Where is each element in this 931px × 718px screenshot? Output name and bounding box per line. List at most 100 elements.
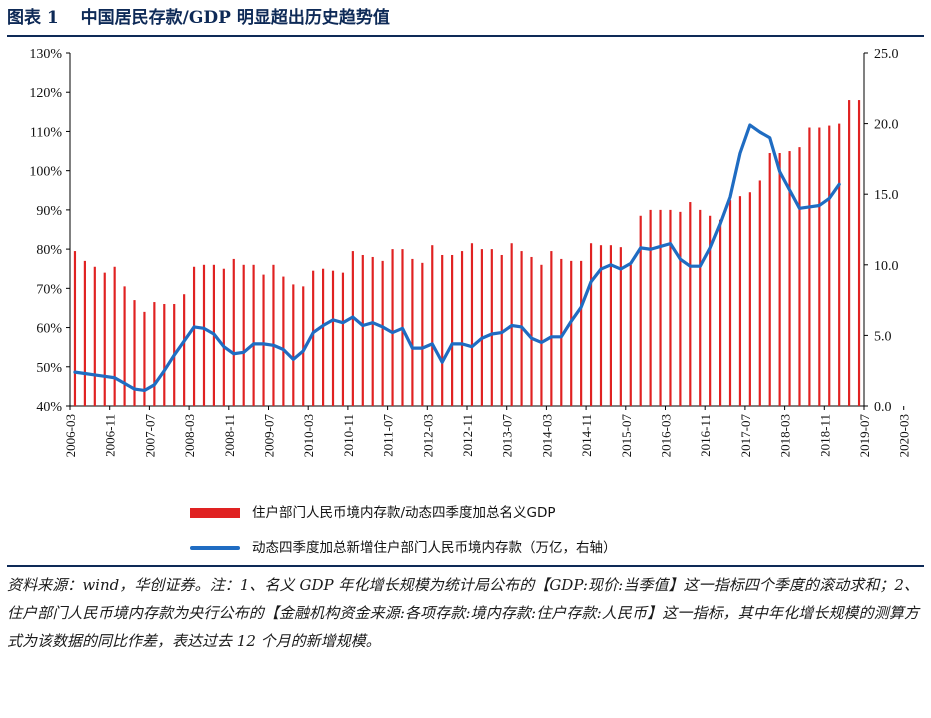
right-axis-tick-label: 15.0: [874, 188, 899, 203]
bar: [500, 254, 503, 406]
bar: [629, 264, 632, 406]
bar: [738, 196, 742, 406]
bar: [719, 219, 722, 406]
bar: [550, 251, 553, 406]
x-axis-tick-label: 2019-07: [857, 414, 872, 458]
bar: [609, 245, 612, 406]
left-axis-tick-label: 50%: [36, 361, 62, 376]
left-axis-tick-label: 60%: [36, 322, 62, 337]
legend-swatch-bars: [190, 508, 240, 518]
bar: [381, 260, 384, 406]
bar: [222, 268, 225, 406]
bar: [530, 256, 533, 406]
bar: [331, 270, 335, 406]
x-axis-tick-label: 2014-03: [539, 414, 554, 457]
left-axis-tick-label: 110%: [30, 125, 62, 140]
x-axis-tick-label: 2011-07: [381, 414, 396, 457]
bar: [838, 123, 841, 406]
x-axis-tick-label: 2018-03: [778, 414, 793, 457]
bar: [689, 202, 692, 406]
bar: [818, 127, 821, 407]
x-axis-tick-label: 2016-03: [659, 414, 674, 457]
figure-title: 中国居民存款/GDP 明显超出历史趋势值: [80, 8, 390, 28]
bar: [470, 243, 474, 406]
bar: [798, 147, 801, 406]
bar: [699, 209, 702, 406]
bar: [580, 260, 583, 406]
x-axis-tick-label: 2006-03: [63, 414, 78, 457]
bar: [351, 251, 354, 406]
x-axis-tick-label: 2008-03: [182, 414, 197, 457]
bar: [302, 286, 305, 406]
x-axis-tick-label: 2010-03: [301, 414, 316, 457]
bar: [431, 245, 434, 406]
bar: [857, 100, 861, 406]
bar: [639, 215, 642, 406]
bar: [123, 286, 126, 406]
left-axis-tick-label: 100%: [29, 165, 62, 180]
bar: [669, 209, 672, 406]
right-axis-tick-label: 10.0: [874, 259, 899, 274]
line-series: [73, 123, 841, 393]
bar: [113, 266, 116, 406]
left-axis-tick-label: 40%: [36, 400, 62, 415]
x-axis-tick-label: 2017-07: [738, 414, 753, 458]
bar: [758, 180, 761, 406]
bar: [619, 247, 622, 406]
x-axis-tick-label: 2006-11: [103, 414, 118, 457]
bar: [183, 294, 186, 406]
bar: [341, 272, 345, 406]
left-axis-tick-label: 120%: [29, 86, 62, 101]
figure-number: 图表 1: [7, 8, 59, 28]
bar: [202, 264, 206, 406]
right-axis-tick-label: 5.0: [874, 329, 892, 344]
bar: [460, 251, 464, 406]
bar: [788, 151, 791, 406]
bar: [163, 304, 166, 406]
bar: [153, 302, 156, 406]
bar: [103, 272, 106, 406]
source-note: 资料来源：wind，华创证券。注：1、名义 GDP 年化增长规模为统计局公布的【…: [7, 576, 919, 650]
x-axis-tick-label: 2020-03: [897, 414, 912, 457]
bar: [93, 266, 96, 406]
bar: [242, 264, 245, 406]
bar: [282, 276, 285, 406]
x-axis-tick-label: 2012-11: [460, 414, 475, 457]
left-axis-tick-label: 130%: [29, 47, 62, 62]
bar: [272, 264, 275, 406]
bar: [192, 266, 196, 406]
x-axis-tick-label: 2012-03: [420, 414, 435, 457]
legend-swatch-line: [190, 546, 240, 550]
left-axis-tick-label: 80%: [36, 243, 62, 258]
chart: 40% 50% 60% 70% 80% 90% 100% 110% 120% 130% 0.0 5.0…: [29, 47, 912, 458]
x-axis-tick-label: 2014-11: [579, 414, 594, 457]
x-axis-tick-label: 2009-07: [262, 414, 277, 458]
bar: [570, 260, 573, 406]
bar: [361, 254, 364, 406]
bar: [679, 211, 682, 406]
bar: [391, 249, 394, 406]
bar: [659, 209, 662, 406]
bar: [848, 100, 851, 406]
right-axis-tick-label: 20.0: [874, 118, 899, 133]
bar: [262, 274, 265, 406]
bar: [73, 251, 77, 406]
bar: [232, 258, 235, 406]
bar: [768, 153, 771, 406]
bar: [828, 125, 831, 406]
x-axis-tick-label: 2016-11: [698, 414, 713, 457]
legend-label-bars: 住户部门人民币境内存款/动态四季度加总名义GDP: [252, 505, 556, 521]
source-divider: [7, 565, 924, 567]
x-axis-tick-label: 2007-07: [142, 414, 157, 458]
bar: [560, 258, 563, 406]
right-axis-tick-label: 0.0: [874, 400, 892, 415]
bar: [312, 270, 315, 406]
bar: [589, 243, 593, 406]
left-axis-tick-label: 70%: [36, 282, 62, 297]
title-divider: [7, 35, 924, 37]
bar: [292, 284, 295, 406]
x-axis-tick-label: 2018-11: [817, 414, 832, 457]
bar: [322, 268, 325, 406]
figure-title-row: 图表 1 中国居民存款/GDP 明显超出历史趋势值: [7, 4, 924, 32]
bar: [599, 245, 603, 406]
